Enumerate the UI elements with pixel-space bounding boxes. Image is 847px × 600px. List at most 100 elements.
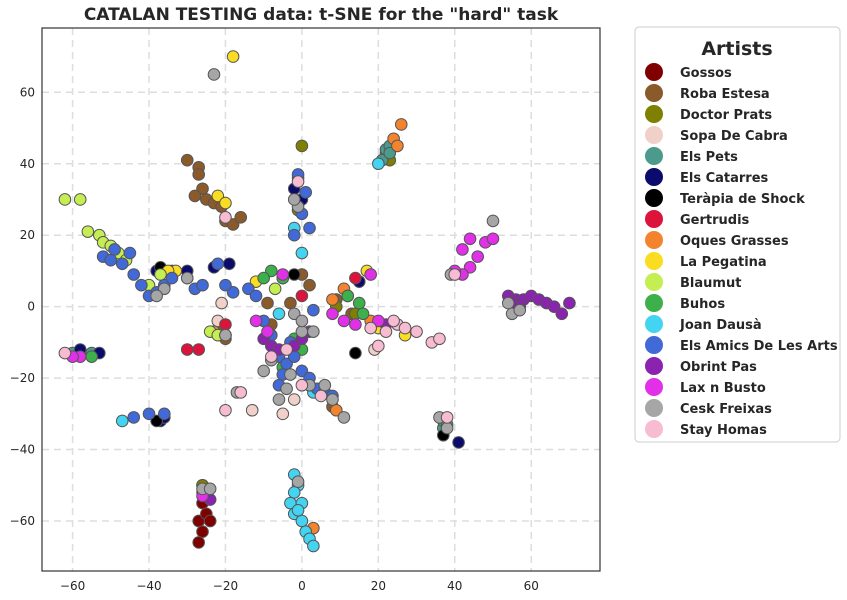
legend-label: Joan Dausà <box>679 318 762 333</box>
legend-marker <box>645 84 663 102</box>
data-point <box>135 278 148 292</box>
data-point <box>398 321 412 335</box>
legend-frame <box>634 26 841 443</box>
data-point <box>299 186 313 199</box>
data-point <box>165 271 179 285</box>
data-point <box>287 228 301 242</box>
x-tick-label: 60 <box>524 579 539 593</box>
legend-label: Els Catarres <box>680 171 769 186</box>
legend-items: Gossos Roba Estesa Doctor Prats Sopa De Cab… <box>645 63 838 438</box>
data-point <box>203 514 217 528</box>
data-point <box>284 296 297 310</box>
data-point <box>364 268 377 281</box>
data-point <box>287 307 301 321</box>
y-tick-label: 40 <box>20 157 35 171</box>
data-point <box>219 278 232 292</box>
data-point <box>261 296 274 310</box>
y-tick-label: −40 <box>10 443 35 457</box>
data-point <box>364 321 377 335</box>
y-tick-label: 20 <box>20 228 35 242</box>
y-tick-label: 0 <box>27 300 35 314</box>
data-point <box>501 296 515 310</box>
data-point <box>326 307 339 321</box>
x-tick-label: −40 <box>136 579 161 593</box>
data-point <box>268 282 282 296</box>
legend-marker <box>645 357 663 375</box>
data-point <box>104 253 118 267</box>
data-point <box>211 189 225 203</box>
data-point <box>471 250 484 263</box>
data-point <box>291 475 305 488</box>
data-point <box>180 153 194 167</box>
data-point <box>295 139 309 153</box>
data-point <box>226 286 240 299</box>
data-point <box>295 378 309 392</box>
data-point <box>154 268 167 281</box>
data-point <box>555 307 569 321</box>
data-point <box>108 243 121 256</box>
data-point <box>295 314 309 328</box>
data-point <box>265 350 278 363</box>
legend-marker <box>645 294 663 312</box>
legend-marker <box>645 252 663 270</box>
data-point <box>440 411 454 424</box>
data-point <box>513 303 527 317</box>
legend-marker <box>645 420 663 438</box>
data-point <box>349 271 362 285</box>
data-point <box>58 193 72 206</box>
data-point <box>337 411 351 424</box>
legend-marker <box>645 147 663 165</box>
data-point <box>242 282 255 296</box>
series-points <box>180 271 362 356</box>
y-tick-label: −60 <box>10 514 35 528</box>
data-point <box>215 296 228 310</box>
data-point <box>341 289 355 303</box>
data-point <box>287 268 301 281</box>
legend-label: La Pegatina <box>680 255 767 270</box>
data-point <box>276 268 290 281</box>
data-point <box>372 314 385 328</box>
data-point <box>452 436 465 449</box>
data-point <box>85 350 98 363</box>
data-point <box>391 139 404 153</box>
data-point <box>563 296 576 310</box>
legend-marker <box>645 273 663 291</box>
data-point <box>276 407 290 421</box>
data-point <box>463 261 477 274</box>
legend-marker <box>645 210 663 228</box>
data-point <box>394 118 408 131</box>
legend-label: Obrint Pas <box>680 360 757 375</box>
data-point <box>234 386 248 399</box>
legend-marker <box>645 168 663 186</box>
legend-label: Teràpia de Shock <box>680 192 805 207</box>
data-point <box>257 271 270 285</box>
legend-title: Artists <box>701 38 772 60</box>
series-points <box>73 182 465 449</box>
data-point <box>234 211 248 224</box>
data-point <box>127 411 141 424</box>
legend-marker <box>645 378 663 396</box>
data-point <box>280 382 293 396</box>
data-point <box>547 300 561 313</box>
data-point <box>307 303 320 317</box>
data-point <box>158 282 171 296</box>
data-point <box>307 539 320 553</box>
data-point <box>123 246 137 260</box>
data-point <box>127 268 141 281</box>
data-point <box>295 325 309 338</box>
data-point <box>456 243 469 256</box>
legend-label: Lax n Busto <box>680 381 766 396</box>
data-point <box>219 196 232 210</box>
data-point <box>349 318 362 331</box>
data-point <box>307 325 320 338</box>
data-point <box>318 378 332 392</box>
data-point <box>249 289 263 303</box>
data-point <box>337 314 351 328</box>
data-point <box>115 257 129 271</box>
series-points <box>115 157 385 553</box>
x-tick-label: −60 <box>60 579 85 593</box>
y-tick-labels: −60 −40 −20 0 20 40 60 <box>10 85 35 528</box>
data-point <box>387 314 400 328</box>
data-point <box>291 503 305 517</box>
data-point <box>303 278 316 292</box>
